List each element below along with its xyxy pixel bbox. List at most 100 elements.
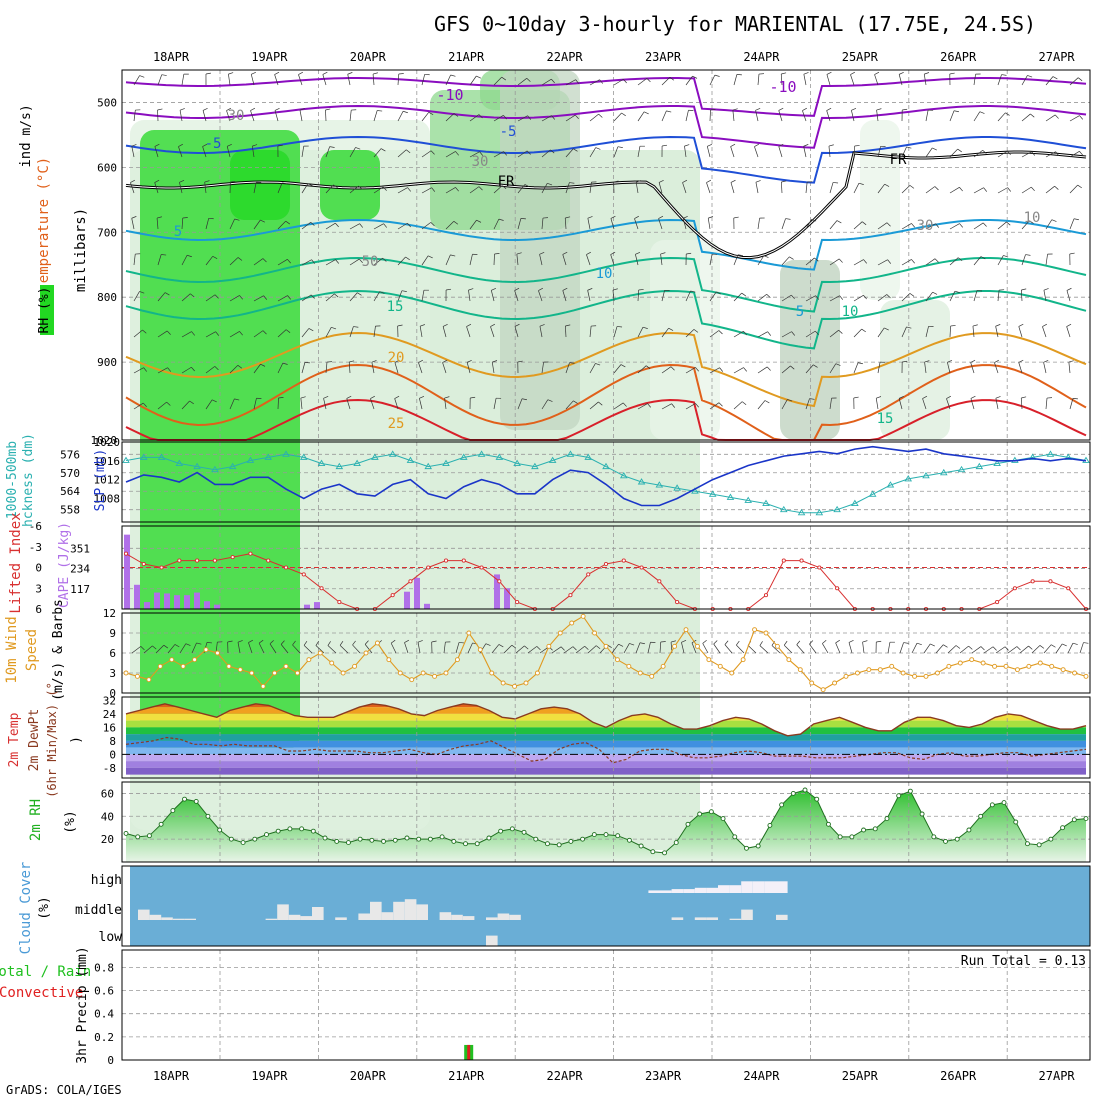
wind-barb	[373, 326, 376, 338]
wind-barb	[450, 74, 456, 77]
wind-barb	[541, 78, 552, 86]
wind-barb	[829, 182, 834, 194]
wind-barb	[781, 180, 787, 183]
wind-barb	[1031, 151, 1036, 156]
wind-barb	[133, 367, 144, 374]
wind-speed-marker	[1060, 667, 1066, 673]
wind-speed-marker	[1003, 663, 1009, 669]
wind-speed-marker	[912, 673, 918, 679]
axis-title-wind: ind	[18, 142, 34, 167]
wind-barb	[617, 146, 623, 148]
wind-barb	[181, 293, 191, 302]
wind-barb	[787, 399, 793, 402]
wind-barb	[586, 251, 592, 255]
wind-barb	[202, 107, 208, 111]
wind-barb	[911, 223, 915, 228]
temp-band	[126, 740, 1086, 748]
axis-title-total-rain: Total / Rain	[0, 964, 91, 980]
wind-barb	[685, 403, 696, 410]
wind-barb	[973, 290, 978, 302]
rh-marker	[849, 834, 855, 840]
cloud-bar-middle	[149, 914, 162, 920]
rh-marker	[720, 816, 726, 822]
wind-speed-marker	[500, 680, 506, 686]
rh-marker	[369, 837, 375, 843]
axis-title-cloud-pct: (%)	[37, 896, 52, 919]
contour-label: 50	[362, 254, 379, 270]
wind-barb	[714, 74, 720, 77]
wind-barb	[501, 185, 507, 189]
rh-marker	[228, 836, 234, 842]
rh-marker	[1048, 836, 1054, 842]
wind-barb	[491, 362, 495, 374]
wind-barb	[274, 74, 279, 86]
wind-barb	[239, 331, 243, 336]
wind-barb	[741, 401, 747, 406]
wind-barb	[226, 107, 232, 111]
thickness-marker	[1028, 453, 1037, 460]
wind-barb	[850, 71, 856, 75]
wind-barb	[251, 71, 256, 75]
temp-band	[126, 747, 1086, 755]
wind-barb	[671, 403, 676, 408]
wind-barb	[407, 187, 412, 192]
panel-thickness-slp-frame	[121, 441, 1091, 523]
rh-marker	[439, 834, 445, 840]
cloud-bar-middle	[451, 914, 463, 920]
wind-barb	[339, 641, 344, 646]
wind-barb	[562, 254, 567, 266]
cloud-bar-middle	[404, 899, 417, 920]
wind-barb	[805, 295, 816, 302]
wind-barb	[587, 645, 597, 654]
rh-marker	[626, 837, 632, 843]
wind-barb	[397, 324, 403, 327]
wind-barb	[310, 294, 315, 299]
wind-barb	[421, 255, 429, 266]
lifted-index-marker	[675, 600, 680, 605]
wind-barb	[759, 641, 763, 646]
wind-barb	[390, 642, 397, 654]
wind-barb	[613, 326, 618, 338]
wind-barb	[1018, 359, 1024, 363]
wind-barb	[971, 646, 982, 654]
rh-marker	[170, 808, 176, 814]
wind-barb	[669, 77, 675, 81]
dewpoint-line	[125, 736, 1087, 764]
wind-barb	[227, 640, 233, 643]
wind-barb	[1007, 150, 1011, 156]
wind-barb	[899, 71, 904, 75]
lifted-index-marker	[301, 572, 306, 577]
wind-barb	[707, 218, 711, 230]
wind-barb	[642, 326, 648, 329]
isotherm-line	[125, 398, 1087, 441]
wind-speed-marker	[352, 663, 358, 669]
wind-barb	[589, 147, 597, 158]
wind-barb	[550, 149, 555, 154]
wind-barb	[771, 645, 781, 654]
wind-speed-marker	[432, 673, 438, 679]
wind-barb	[446, 288, 452, 291]
wind-barb	[685, 367, 696, 374]
wind-barb	[455, 151, 459, 156]
wind-barb	[906, 146, 912, 149]
wind-barb	[959, 187, 963, 192]
wind-barb	[575, 114, 579, 119]
wind-barb	[490, 326, 495, 338]
cloud-layer-label: low	[99, 930, 123, 945]
wind-barb	[613, 78, 624, 86]
wind-barb	[874, 74, 879, 86]
rh-marker	[966, 827, 972, 833]
wind-barb	[476, 219, 482, 223]
wind-barb	[229, 398, 235, 410]
wind-barb	[1021, 396, 1027, 399]
wind-barb	[702, 643, 709, 654]
wind-barb	[140, 646, 145, 651]
wind-speed-marker	[477, 647, 483, 653]
wind-barb	[997, 255, 1004, 266]
wind-barb	[781, 331, 792, 338]
wind-barb	[809, 643, 817, 654]
wind-barb	[935, 223, 940, 228]
wind-barb	[329, 146, 335, 148]
contour-label: 30	[228, 108, 245, 124]
wind-barb	[586, 254, 591, 266]
